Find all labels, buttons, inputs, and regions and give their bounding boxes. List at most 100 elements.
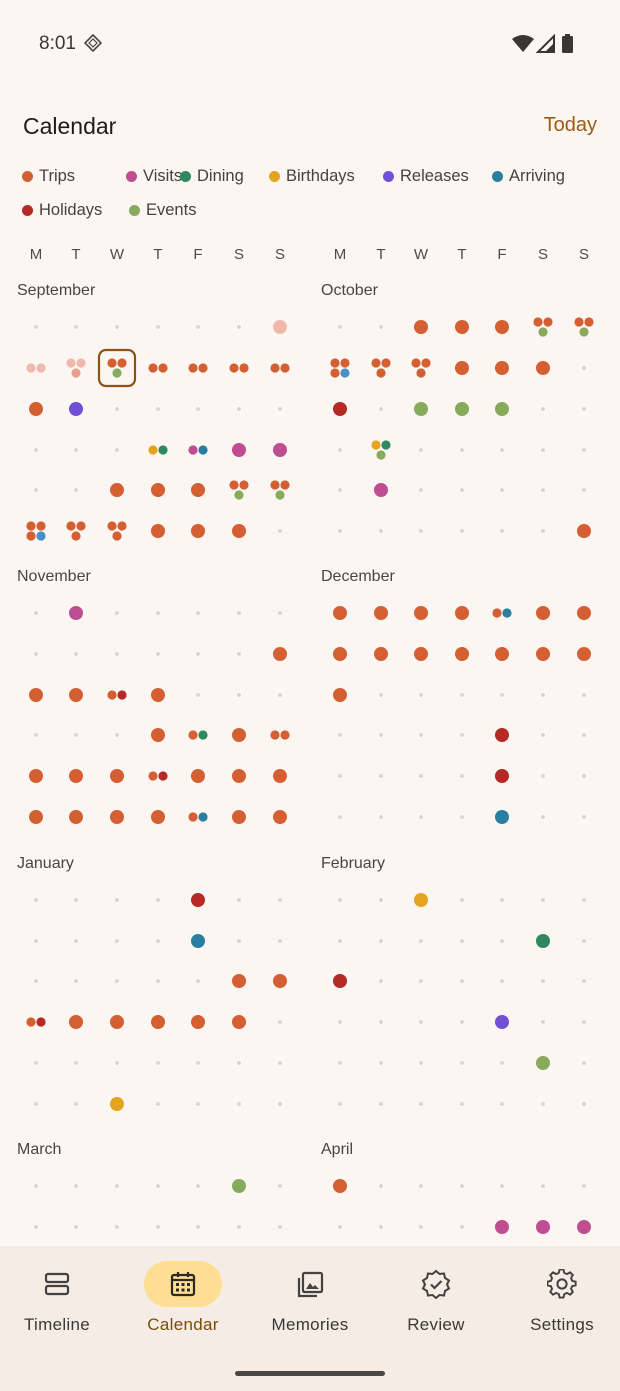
day-cell[interactable] <box>148 771 168 781</box>
day-cell[interactable] <box>151 524 165 538</box>
day-cell[interactable] <box>110 810 124 824</box>
day-cell[interactable] <box>455 320 469 334</box>
day-cell[interactable] <box>29 769 43 783</box>
day-cell[interactable] <box>333 606 347 620</box>
day-cell[interactable] <box>455 361 469 375</box>
day-cell[interactable] <box>414 320 428 334</box>
today-button[interactable]: Today <box>543 114 597 136</box>
day-cell[interactable] <box>229 480 249 500</box>
day-cell[interactable] <box>29 402 43 416</box>
day-cell[interactable] <box>191 483 205 497</box>
nav-settings[interactable]: Settings <box>499 1254 620 1344</box>
day-cell[interactable] <box>191 1015 205 1029</box>
day-cell[interactable] <box>577 606 591 620</box>
day-cell[interactable] <box>333 688 347 702</box>
day-cell[interactable] <box>333 974 347 988</box>
day-cell[interactable] <box>148 363 168 373</box>
day-cell[interactable] <box>270 480 290 500</box>
day-cell[interactable] <box>232 728 246 742</box>
day-cell[interactable] <box>107 358 127 378</box>
day-cell[interactable] <box>188 812 208 822</box>
day-cell[interactable] <box>229 363 249 373</box>
day-cell[interactable] <box>374 647 388 661</box>
day-cell[interactable] <box>273 974 287 988</box>
day-cell[interactable] <box>232 1015 246 1029</box>
day-cell[interactable] <box>273 810 287 824</box>
day-cell[interactable] <box>191 769 205 783</box>
day-cell[interactable] <box>69 810 83 824</box>
day-cell[interactable] <box>455 606 469 620</box>
day-cell[interactable] <box>29 688 43 702</box>
day-cell[interactable] <box>26 1017 46 1027</box>
day-cell[interactable] <box>232 769 246 783</box>
day-cell[interactable] <box>536 606 550 620</box>
day-cell[interactable] <box>26 363 46 373</box>
day-cell[interactable] <box>495 1015 509 1029</box>
day-cell[interactable] <box>232 443 246 457</box>
day-cell[interactable] <box>232 974 246 988</box>
day-cell[interactable] <box>69 769 83 783</box>
day-cell[interactable] <box>455 402 469 416</box>
nav-calendar[interactable]: Calendar <box>120 1254 246 1344</box>
day-cell[interactable] <box>66 521 86 541</box>
day-cell[interactable] <box>110 769 124 783</box>
day-cell[interactable] <box>577 1220 591 1234</box>
day-cell[interactable] <box>151 1015 165 1029</box>
day-cell[interactable] <box>495 728 509 742</box>
day-cell[interactable] <box>492 608 512 618</box>
day-cell[interactable] <box>191 893 205 907</box>
day-cell[interactable] <box>536 1056 550 1070</box>
day-cell[interactable] <box>232 810 246 824</box>
day-cell[interactable] <box>188 445 208 455</box>
day-cell[interactable] <box>151 483 165 497</box>
day-cell[interactable] <box>577 524 591 538</box>
day-cell[interactable] <box>414 647 428 661</box>
nav-timeline[interactable]: Timeline <box>0 1254 120 1344</box>
day-cell[interactable] <box>414 893 428 907</box>
day-cell[interactable] <box>107 690 127 700</box>
day-cell[interactable] <box>495 402 509 416</box>
day-cell[interactable] <box>26 521 46 541</box>
day-cell[interactable] <box>495 1220 509 1234</box>
day-cell[interactable] <box>411 358 431 378</box>
day-cell[interactable] <box>110 1097 124 1111</box>
day-cell[interactable] <box>536 647 550 661</box>
day-cell[interactable] <box>151 728 165 742</box>
day-cell[interactable] <box>107 521 127 541</box>
day-cell[interactable] <box>495 361 509 375</box>
day-cell[interactable] <box>333 647 347 661</box>
day-cell[interactable] <box>495 810 509 824</box>
day-cell[interactable] <box>455 647 469 661</box>
day-cell[interactable] <box>574 317 594 337</box>
day-cell[interactable] <box>371 358 391 378</box>
day-cell[interactable] <box>69 688 83 702</box>
day-cell[interactable] <box>191 934 205 948</box>
day-cell[interactable] <box>232 1179 246 1193</box>
day-cell[interactable] <box>533 317 553 337</box>
day-cell[interactable] <box>69 606 83 620</box>
day-cell[interactable] <box>66 358 86 378</box>
day-cell[interactable] <box>232 524 246 538</box>
day-cell[interactable] <box>536 1220 550 1234</box>
nav-review[interactable]: Review <box>373 1254 499 1344</box>
day-cell[interactable] <box>69 1015 83 1029</box>
day-cell[interactable] <box>188 363 208 373</box>
day-cell[interactable] <box>69 402 83 416</box>
day-cell[interactable] <box>374 483 388 497</box>
day-cell[interactable] <box>333 1179 347 1193</box>
day-cell[interactable] <box>495 769 509 783</box>
day-cell[interactable] <box>374 606 388 620</box>
day-cell[interactable] <box>110 483 124 497</box>
day-cell[interactable] <box>495 320 509 334</box>
day-cell[interactable] <box>414 606 428 620</box>
day-cell[interactable] <box>414 402 428 416</box>
day-cell[interactable] <box>536 934 550 948</box>
day-cell[interactable] <box>273 769 287 783</box>
day-cell[interactable] <box>188 730 208 740</box>
day-cell[interactable] <box>273 647 287 661</box>
day-cell[interactable] <box>148 445 168 455</box>
day-cell[interactable] <box>273 320 287 334</box>
day-cell[interactable] <box>330 358 350 378</box>
day-cell[interactable] <box>151 810 165 824</box>
day-cell[interactable] <box>191 524 205 538</box>
